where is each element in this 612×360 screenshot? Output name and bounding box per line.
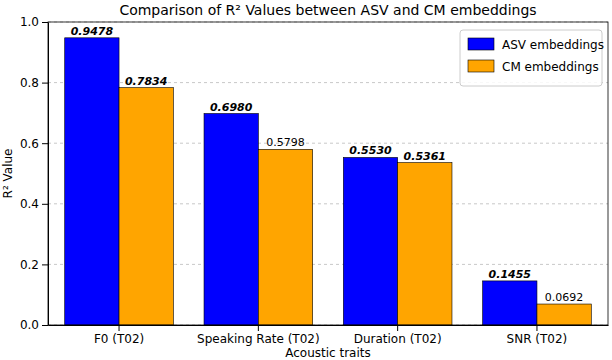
- data-label: 0.7834: [125, 75, 167, 88]
- data-label: 0.5530: [349, 144, 392, 157]
- x-tick-mark: [397, 325, 398, 331]
- y-tick: 1.0: [20, 15, 48, 29]
- x-tick: SNR (T02): [507, 325, 568, 346]
- legend: ASV embeddings CM embeddings: [460, 30, 604, 86]
- legend-swatch: [468, 60, 494, 72]
- data-label: 0.1455: [489, 268, 532, 281]
- y-tick-label: 0.2: [20, 258, 39, 272]
- x-tick-label: Speaking Rate (T02): [197, 332, 320, 346]
- chart: 0.9478 0.6980 0.5530 0.1455 0.7834 0.5798 0.53…: [0, 0, 612, 360]
- data-label: 0.5361: [404, 150, 446, 163]
- y-tick-label: 0.0: [20, 318, 39, 332]
- data-label: 0.0692: [545, 291, 584, 304]
- y-tick-mark: [42, 264, 48, 265]
- legend-label: ASV embeddings: [502, 38, 604, 52]
- y-axis-title: R² Value: [1, 149, 15, 199]
- y-tick-mark: [42, 83, 48, 84]
- bar: [258, 149, 312, 325]
- y-tick-mark: [42, 204, 48, 205]
- y-tick-mark: [42, 325, 48, 326]
- y-axis: 0.0 0.2 0.4 0.6 0.8 1.0: [20, 15, 49, 332]
- bar: [65, 38, 119, 325]
- bar: [204, 114, 258, 325]
- bar: [343, 157, 397, 325]
- frame: [48, 22, 608, 325]
- legend-swatch: [468, 38, 494, 50]
- y-tick: 0.0: [20, 318, 48, 332]
- y-tick-label: 0.6: [20, 137, 39, 151]
- data-label: 0.6980: [210, 101, 253, 114]
- y-tick-mark: [42, 143, 48, 144]
- x-tick-label: F0 (T02): [94, 332, 144, 346]
- y-tick: 0.6: [20, 137, 48, 151]
- x-tick-mark: [536, 325, 537, 331]
- bar: [483, 281, 537, 325]
- y-tick: 0.2: [20, 258, 48, 272]
- x-tick-label: Duration (T02): [354, 332, 442, 346]
- title: Comparison of R² Values between ASV and …: [119, 2, 536, 18]
- bar: [398, 163, 452, 325]
- x-axis: F0 (T02) Speaking Rate (T02) Duration (T02…: [49, 325, 609, 346]
- legend-label: CM embeddings: [502, 60, 599, 74]
- plot-area: 0.9478 0.6980 0.5530 0.1455 0.7834 0.5798 0.53…: [20, 15, 609, 345]
- bar: [119, 88, 173, 325]
- y-tick: 0.4: [20, 197, 48, 211]
- y-tick-label: 0.4: [20, 197, 39, 211]
- x-tick-mark: [258, 325, 259, 331]
- data-label: 0.5798: [266, 136, 305, 149]
- data-label: 0.9478: [71, 25, 114, 38]
- y-tick-label: 1.0: [20, 15, 39, 29]
- x-tick: Duration (T02): [354, 325, 442, 346]
- x-axis-title: Acoustic traits: [285, 346, 371, 360]
- grid: [48, 22, 608, 325]
- bar: [537, 304, 591, 325]
- y-tick: 0.8: [20, 76, 48, 90]
- x-tick-label: SNR (T02): [507, 332, 568, 346]
- y-tick-mark: [42, 22, 48, 23]
- y-tick-label: 0.8: [20, 76, 39, 90]
- x-tick: Speaking Rate (T02): [197, 325, 320, 346]
- x-tick-mark: [119, 325, 120, 331]
- x-tick: F0 (T02): [94, 325, 144, 346]
